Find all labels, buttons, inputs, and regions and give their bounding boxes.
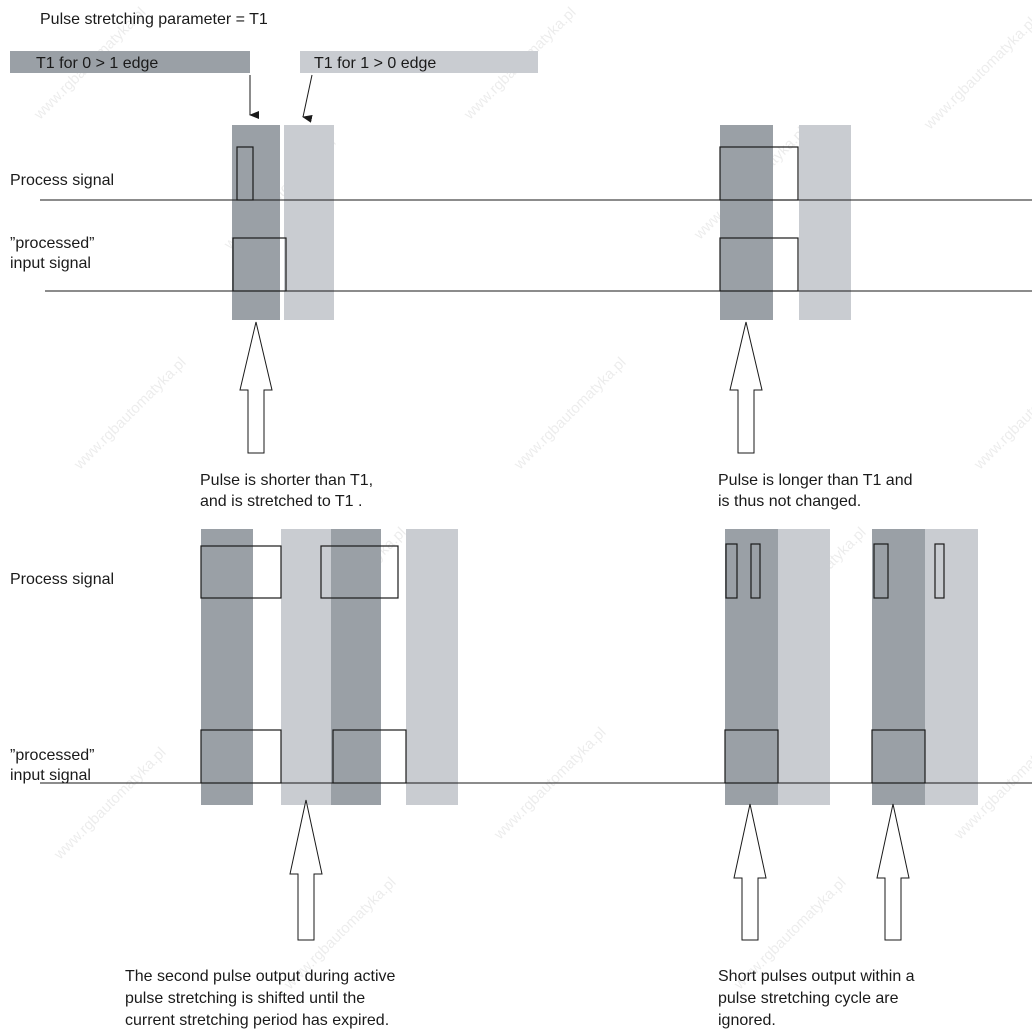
- legend-rising-label: T1 for 0 > 1 edge: [36, 55, 158, 72]
- falling-band: [281, 529, 331, 805]
- processed-pulse: [871, 729, 926, 784]
- caption-shifted-pulse-line1: The second pulse output during active: [125, 968, 396, 985]
- caption-long-pulse-line1: Pulse is longer than T1 and: [718, 472, 913, 489]
- processed-signal-label-line2: input signal: [10, 767, 91, 784]
- falling-band: [799, 125, 851, 320]
- top-section: Process signal ”processed” input signal …: [10, 125, 1032, 510]
- callout-arrow: [876, 803, 910, 941]
- falling-band: [406, 529, 458, 805]
- watermark-text: www.rgbautomatyka.pl: [920, 14, 1032, 133]
- caption-shifted-pulse-line2: pulse stretching is shifted until the: [125, 990, 365, 1007]
- process-signal-label: Process signal: [10, 571, 114, 588]
- caption-shifted-pulse-line3: current stretching period has expired.: [125, 1012, 389, 1029]
- legend-falling-label: T1 for 1 > 0 edge: [314, 55, 436, 72]
- caption-long-pulse-line2: is thus not changed.: [718, 493, 861, 510]
- bottom-section: Process signal ”processed” input signal …: [10, 529, 1032, 1029]
- processed-pulse: [200, 729, 282, 784]
- caption-short-pulse-line1: Pulse is shorter than T1,: [200, 472, 373, 489]
- watermark-text: www.rgbautomatyka.pl: [510, 354, 629, 473]
- legend-falling-swatch: [300, 51, 538, 73]
- callout-arrow: [733, 803, 767, 941]
- caption-ignored-pulses-line2: pulse stretching cycle are: [718, 990, 899, 1007]
- process-pulse: [725, 543, 738, 599]
- watermark-text: www.rgbautomatyka.pl: [970, 354, 1032, 473]
- process-pulse: [750, 543, 761, 599]
- rising-band: [720, 125, 773, 320]
- falling-band: [778, 529, 830, 805]
- callout-arrow: [239, 321, 273, 454]
- processed-signal-label-line2: input signal: [10, 255, 91, 272]
- processed-signal-label-line1: ”processed”: [10, 235, 94, 252]
- callout-arrow: [729, 321, 763, 454]
- process-pulse: [934, 543, 945, 599]
- process-signal-label: Process signal: [10, 172, 114, 189]
- legend-rising-swatch: [10, 51, 250, 73]
- rising-band: [331, 529, 381, 805]
- processed-pulse: [719, 237, 799, 292]
- caption-ignored-pulses-line3: ignored.: [718, 1012, 776, 1029]
- process-pulse: [320, 545, 399, 599]
- processed-pulse: [724, 729, 779, 784]
- callout-arrow: [289, 799, 323, 941]
- processed-pulse: [232, 237, 287, 292]
- process-pulse: [200, 545, 282, 599]
- falling-band: [925, 529, 978, 805]
- caption-short-pulse-line2: and is stretched to T1 .: [200, 493, 362, 510]
- process-pulse: [236, 146, 254, 201]
- falling-band: [284, 125, 334, 320]
- diagram-title: Pulse stretching parameter = T1: [40, 11, 268, 28]
- legend-falling-arrow: [302, 74, 313, 123]
- rising-band: [872, 529, 925, 805]
- processed-signal-label-line1: ”processed”: [10, 747, 94, 764]
- legend: T1 for 0 > 1 edge T1 for 1 > 0 edge: [10, 51, 538, 123]
- watermark-text: www.rgbautomatyka.pl: [490, 724, 609, 843]
- rising-band: [201, 529, 253, 805]
- watermark-text: www.rgbautomatyka.pl: [70, 354, 189, 473]
- rising-band: [232, 125, 280, 320]
- process-pulse: [873, 543, 889, 599]
- watermark-layer: www.rgbautomatyka.pl www.rgbautomatyka.pl…: [30, 4, 1032, 993]
- process-pulse: [719, 146, 799, 201]
- caption-ignored-pulses-line1: Short pulses output within a: [718, 968, 915, 985]
- processed-pulse: [332, 729, 407, 784]
